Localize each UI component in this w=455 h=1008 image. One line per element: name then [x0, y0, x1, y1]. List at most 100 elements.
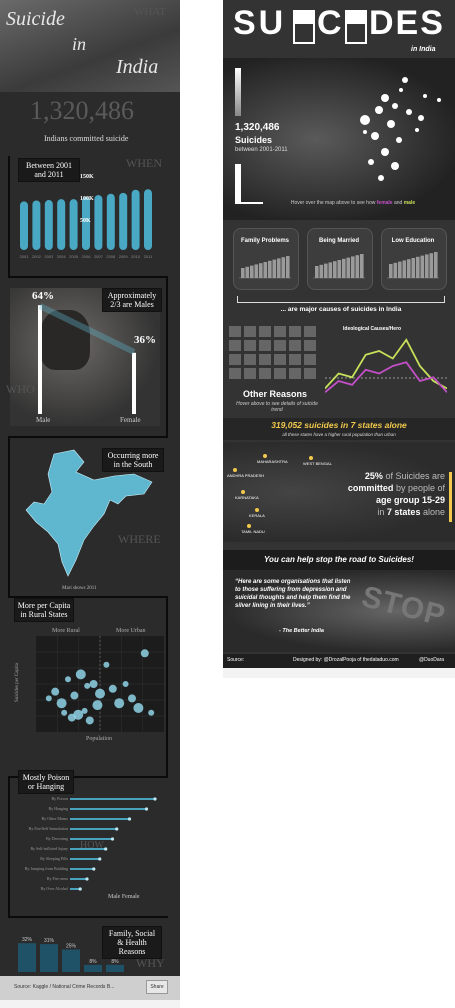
year-bar-2007[interactable]	[94, 195, 103, 250]
gender-bar-male[interactable]	[38, 305, 42, 414]
year-bar-2003[interactable]	[44, 200, 53, 250]
reason-square[interactable]	[274, 340, 286, 351]
year-bar-2010[interactable]	[131, 189, 140, 250]
state-dot[interactable]	[381, 94, 389, 102]
state-dot[interactable]	[415, 128, 419, 132]
state-point[interactable]	[114, 698, 125, 709]
year-bar-2009[interactable]	[119, 192, 128, 250]
other-reasons-grid[interactable]	[229, 326, 321, 384]
method-bar[interactable]	[70, 818, 130, 820]
trend-series-1[interactable]	[325, 361, 447, 393]
reason-square[interactable]	[259, 326, 271, 337]
state-point[interactable]	[45, 695, 52, 702]
reason-square[interactable]	[289, 368, 301, 379]
state-marker[interactable]	[233, 468, 237, 472]
state-dot[interactable]	[402, 77, 408, 83]
year-bar-2008[interactable]	[106, 193, 115, 250]
state-marker[interactable]	[263, 454, 267, 458]
state-dot[interactable]	[375, 106, 383, 114]
india-dot-map[interactable]	[335, 66, 447, 196]
reason-square[interactable]	[259, 368, 271, 379]
year-bar-2002[interactable]	[32, 200, 41, 251]
state-point[interactable]	[108, 684, 117, 693]
reason-square[interactable]	[244, 368, 256, 379]
method-bar[interactable]	[70, 858, 100, 860]
reason-square[interactable]	[229, 354, 241, 365]
reason-square[interactable]	[304, 326, 316, 337]
reason-square[interactable]	[244, 340, 256, 351]
reason-bar[interactable]	[62, 949, 80, 973]
method-bar[interactable]	[70, 868, 94, 870]
reason-square[interactable]	[259, 340, 271, 351]
reason-square[interactable]	[244, 326, 256, 337]
state-point[interactable]	[65, 676, 71, 683]
state-point[interactable]	[75, 669, 86, 680]
state-point[interactable]	[89, 680, 98, 688]
state-dot[interactable]	[381, 148, 389, 156]
reason-square[interactable]	[229, 326, 241, 337]
gender-bar-female[interactable]	[132, 352, 136, 414]
state-point[interactable]	[140, 649, 149, 658]
method-bar[interactable]	[70, 798, 155, 800]
state-marker[interactable]	[309, 456, 313, 460]
reason-square[interactable]	[229, 368, 241, 379]
state-dot[interactable]	[406, 109, 412, 115]
method-bar[interactable]	[70, 808, 147, 810]
method-bar[interactable]	[70, 888, 81, 890]
state-point[interactable]	[103, 661, 110, 668]
year-bar-2004[interactable]	[57, 199, 66, 250]
state-point[interactable]	[128, 694, 136, 703]
state-point[interactable]	[73, 709, 84, 720]
state-point[interactable]	[133, 703, 144, 713]
reason-bar[interactable]	[106, 964, 124, 972]
share-button[interactable]: Share	[146, 980, 168, 994]
state-dot[interactable]	[396, 137, 402, 143]
state-dot[interactable]	[368, 159, 374, 165]
method-bar[interactable]	[70, 878, 87, 880]
reason-bar[interactable]	[18, 943, 36, 972]
method-bar[interactable]	[70, 838, 113, 840]
reason-square[interactable]	[274, 354, 286, 365]
reason-square[interactable]	[289, 340, 301, 351]
reason-bar[interactable]	[40, 944, 58, 972]
state-point[interactable]	[51, 687, 60, 696]
state-point[interactable]	[92, 700, 103, 711]
reason-square[interactable]	[259, 354, 271, 365]
reason-square[interactable]	[304, 340, 316, 351]
state-dot[interactable]	[437, 98, 441, 102]
state-point[interactable]	[122, 681, 129, 687]
state-dot[interactable]	[391, 162, 399, 170]
method-bar[interactable]	[70, 828, 117, 830]
reason-square[interactable]	[274, 326, 286, 337]
state-point[interactable]	[70, 691, 79, 700]
state-point[interactable]	[61, 709, 68, 716]
reason-square[interactable]	[304, 354, 316, 365]
state-point[interactable]	[85, 716, 94, 725]
year-bar-2005[interactable]	[69, 199, 78, 250]
state-dots[interactable]: MAHARASHTRA ANDHRA PRADESH WEST BENGAL KARN…	[223, 442, 333, 542]
method-bar[interactable]	[70, 848, 106, 850]
reason-square[interactable]	[244, 354, 256, 365]
state-dot[interactable]	[418, 115, 424, 121]
reason-square[interactable]	[304, 368, 316, 379]
state-point[interactable]	[95, 688, 105, 699]
state-marker[interactable]	[255, 508, 259, 512]
state-dot[interactable]	[423, 94, 427, 98]
state-dot[interactable]	[387, 120, 395, 128]
year-bar-2011[interactable]	[144, 189, 152, 250]
reason-square[interactable]	[289, 354, 301, 365]
reason-square[interactable]	[274, 368, 286, 379]
year-bar-2006[interactable]	[82, 196, 90, 250]
state-dot[interactable]	[371, 132, 379, 140]
reason-square[interactable]	[229, 340, 241, 351]
reason-bar[interactable]	[84, 964, 102, 972]
trend-series-0[interactable]	[325, 338, 447, 390]
state-marker[interactable]	[247, 524, 251, 528]
state-point[interactable]	[56, 698, 67, 709]
state-point[interactable]	[148, 709, 155, 716]
state-dot[interactable]	[360, 115, 370, 125]
state-dot[interactable]	[399, 88, 403, 92]
state-point[interactable]	[81, 707, 88, 714]
state-marker[interactable]	[241, 490, 245, 494]
state-point[interactable]	[84, 682, 91, 689]
